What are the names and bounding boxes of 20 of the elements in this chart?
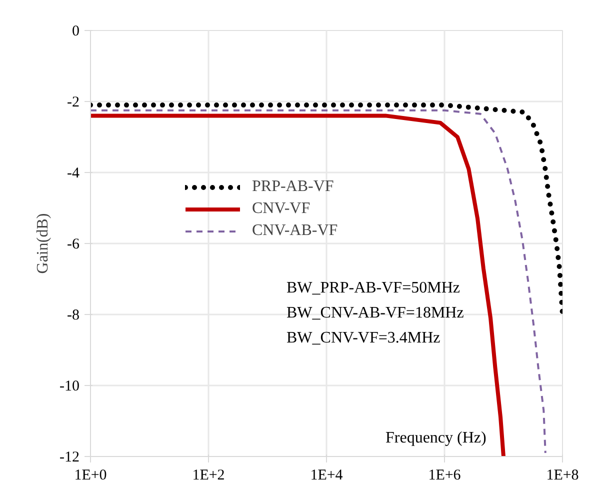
legend-label: CNV-VF [252, 200, 310, 218]
x-tick-label: 1E+4 [310, 468, 344, 484]
annotation: BW_PRP-AB-VF=50MHz [286, 280, 460, 296]
annotation: BW_CNV-VF=3.4MHz [286, 330, 440, 346]
y-axis-title: Gain(dB) [34, 213, 52, 274]
legend-label: PRP-AB-VF [252, 178, 334, 196]
x-tick-label: 1E+6 [428, 468, 462, 484]
y-tick-label: -2 [67, 94, 80, 110]
y-tick-label: 0 [72, 24, 80, 40]
legend-label: CNV-AB-VF [252, 222, 338, 240]
x-tick-label: 1E+2 [192, 468, 225, 484]
x-tick-label: 1E+8 [546, 468, 579, 484]
y-tick-label: -8 [67, 308, 80, 324]
annotation: BW_CNV-AB-VF=18MHz [286, 304, 464, 322]
y-tick-label: -10 [60, 378, 80, 394]
y-tick-label: -6 [67, 236, 80, 252]
y-tick-label: -4 [67, 166, 80, 182]
x-tick-label: 1E+0 [74, 468, 107, 484]
y-tick-label: -12 [60, 450, 80, 466]
x-axis-title: Frequency (Hz) [386, 430, 486, 446]
